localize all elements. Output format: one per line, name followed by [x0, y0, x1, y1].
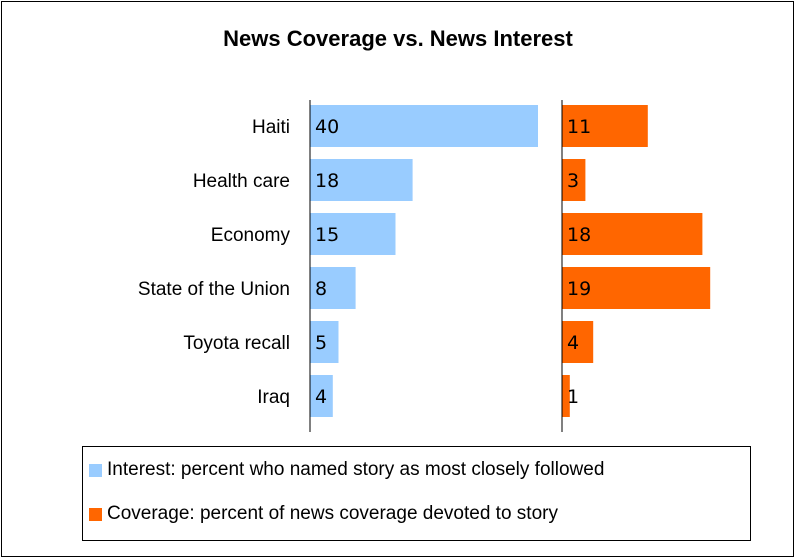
coverage-value-label-iraq: 1 [567, 386, 579, 408]
interest-bar-toyota-recall [310, 321, 339, 363]
legend-swatch-coverage [89, 507, 102, 521]
coverage-bar-health-care [562, 159, 586, 201]
interest-value-label-iraq: 4 [315, 386, 327, 408]
interest-bar-iraq [310, 375, 333, 417]
legend-label-coverage: Coverage: percent of news coverage devot… [107, 503, 558, 524]
category-label-health-care: Health care [193, 171, 290, 192]
coverage-value-label-health-care: 3 [567, 170, 579, 192]
chart-legend: Interest: percent who named story as mos… [82, 446, 751, 541]
interest-bar-state-of-the-union [310, 267, 356, 309]
coverage-value-label-state-of-the-union: 19 [567, 278, 591, 300]
chart-plot: Haiti Health care Economy State of the Unio… [138, 100, 711, 432]
interest-bar-health-care [310, 159, 413, 201]
interest-value-label-health-care: 18 [315, 170, 339, 192]
category-label-haiti: Haiti [252, 117, 290, 138]
interest-value-label-haiti: 40 [315, 116, 339, 138]
legend-item-coverage: Coverage: percent of news coverage devot… [89, 503, 558, 525]
coverage-value-label-toyota-recall: 4 [567, 332, 579, 354]
interest-value-label-economy: 15 [315, 224, 339, 246]
coverage-bar-toyota-recall [562, 321, 594, 363]
interest-bar-economy [310, 213, 396, 255]
category-label-economy: Economy [211, 225, 291, 246]
legend-swatch-interest [89, 463, 102, 477]
coverage-bar-state-of-the-union [562, 267, 711, 309]
category-label-state-of-the-union: State of the Union [138, 279, 290, 300]
interest-bar-haiti [310, 105, 538, 147]
coverage-bar-economy [562, 213, 703, 255]
interest-value-label-state-of-the-union: 8 [315, 278, 327, 300]
category-label-toyota-recall: Toyota recall [183, 333, 290, 354]
coverage-value-label-economy: 18 [567, 224, 591, 246]
coverage-value-label-haiti: 11 [567, 116, 591, 138]
coverage-bar-haiti [562, 105, 648, 147]
coverage-bar-iraq [562, 375, 570, 417]
interest-value-label-toyota-recall: 5 [315, 332, 327, 354]
category-label-iraq: Iraq [257, 387, 290, 408]
legend-item-interest: Interest: percent who named story as mos… [89, 459, 604, 481]
chart-title: News Coverage vs. News Interest [223, 26, 573, 51]
legend-label-interest: Interest: percent who named story as mos… [107, 459, 605, 480]
